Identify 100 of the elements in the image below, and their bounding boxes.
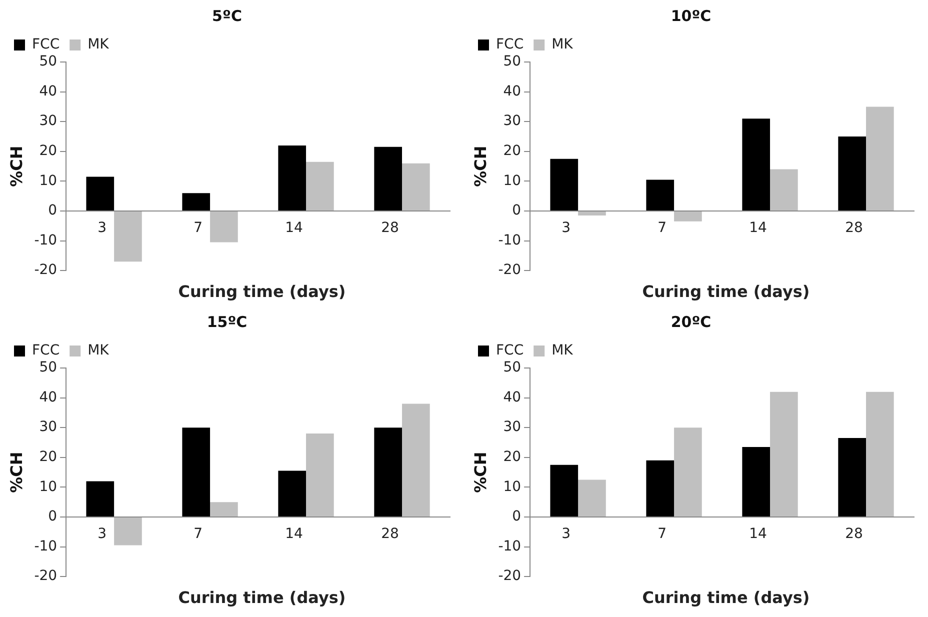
y-tick-label: 50 <box>503 54 522 70</box>
y-tick-label: 0 <box>48 202 58 219</box>
y-axis-title: %CH <box>6 452 26 493</box>
y-tick-label: 20 <box>39 449 58 466</box>
x-tick-label: 7 <box>194 220 202 236</box>
legend-label: FCC <box>496 36 524 53</box>
legend-label: MK <box>88 36 110 53</box>
bar <box>182 193 210 210</box>
bar <box>306 434 334 516</box>
bar <box>374 428 402 516</box>
bar <box>550 464 578 516</box>
y-tick-label: 30 <box>39 419 58 436</box>
x-tick-label: 14 <box>285 526 304 542</box>
x-tick-label: 28 <box>845 220 863 236</box>
y-tick-label: 40 <box>503 83 522 100</box>
legend-label: FCC <box>32 342 60 359</box>
chart-title: 10ºC <box>670 6 712 25</box>
x-tick-label: 7 <box>194 526 202 542</box>
bar <box>210 502 238 516</box>
y-tick-label: 10 <box>503 478 522 495</box>
bar <box>114 518 142 546</box>
y-axis-title: %CH <box>470 146 490 187</box>
y-tick-label: -20 <box>498 262 522 278</box>
bar <box>86 176 114 210</box>
legend-label: MK <box>552 342 574 359</box>
y-tick-label: 40 <box>39 83 58 100</box>
bar <box>374 146 402 210</box>
bar <box>278 470 306 516</box>
y-tick-label: -10 <box>498 232 522 248</box>
bar <box>550 158 578 210</box>
bar <box>306 162 334 210</box>
x-tick-label: 3 <box>98 526 107 542</box>
legend-label: FCC <box>32 36 60 53</box>
x-tick-label: 28 <box>381 526 399 542</box>
y-tick-label: 50 <box>39 360 58 376</box>
y-tick-label: 10 <box>39 478 58 495</box>
bar <box>86 481 114 516</box>
y-tick-label: 30 <box>503 113 522 130</box>
x-tick-label: 14 <box>285 220 304 236</box>
y-tick-label: 0 <box>512 508 522 525</box>
chart-title: 15ºC <box>206 312 248 331</box>
bar <box>210 212 238 242</box>
bar <box>742 118 770 210</box>
y-tick-label: 50 <box>503 360 522 376</box>
bar <box>182 428 210 516</box>
y-tick-label: -10 <box>34 232 58 248</box>
y-tick-label: 20 <box>503 143 522 160</box>
bar <box>770 392 798 516</box>
x-tick-label: 14 <box>749 220 768 236</box>
chart-title: 5ºC <box>212 6 242 25</box>
x-tick-label: 14 <box>749 526 768 542</box>
y-tick-label: 50 <box>39 54 58 70</box>
x-axis-title: Curing time (days) <box>177 282 347 301</box>
y-tick-label: 0 <box>512 202 522 219</box>
bar <box>402 404 430 516</box>
x-tick-label: 7 <box>658 526 666 542</box>
y-tick-label: 30 <box>39 113 58 130</box>
x-tick-label: 7 <box>658 220 666 236</box>
bar <box>646 460 674 516</box>
y-tick-label: -10 <box>34 538 58 554</box>
y-tick-label: 10 <box>39 172 58 189</box>
y-tick-label: -20 <box>34 568 58 584</box>
bar <box>742 446 770 516</box>
x-tick-label: 28 <box>381 220 399 236</box>
x-axis-title: Curing time (days) <box>641 588 811 607</box>
legend-label: MK <box>88 342 110 359</box>
bar <box>578 480 606 516</box>
x-tick-label: 28 <box>845 526 863 542</box>
bar <box>838 136 866 210</box>
y-tick-label: -10 <box>498 538 522 554</box>
legend-label: FCC <box>496 342 524 359</box>
x-tick-label: 3 <box>98 220 107 236</box>
y-tick-label: 40 <box>39 389 58 406</box>
y-tick-label: -20 <box>498 568 522 584</box>
y-tick-label: -20 <box>34 262 58 278</box>
y-tick-label: 10 <box>503 172 522 189</box>
x-tick-label: 3 <box>562 220 571 236</box>
bar <box>838 438 866 516</box>
y-tick-label: 30 <box>503 419 522 436</box>
bar <box>646 180 674 210</box>
y-axis-title: %CH <box>6 146 26 187</box>
y-axis-title: %CH <box>470 452 490 493</box>
legend-label: MK <box>552 36 574 53</box>
x-axis-title: Curing time (days) <box>641 282 811 301</box>
bar <box>114 212 142 262</box>
bar <box>402 163 430 210</box>
bar <box>866 106 894 210</box>
y-tick-label: 20 <box>503 449 522 466</box>
x-tick-label: 3 <box>562 526 571 542</box>
x-axis-title: Curing time (days) <box>177 588 347 607</box>
bar <box>770 169 798 210</box>
chart-title: 20ºC <box>670 312 712 331</box>
bar <box>278 145 306 210</box>
y-tick-label: 0 <box>48 508 58 525</box>
bar <box>866 392 894 516</box>
y-tick-label: 40 <box>503 389 522 406</box>
bar <box>674 428 702 516</box>
bar <box>674 212 702 222</box>
y-tick-label: 20 <box>39 143 58 160</box>
bar <box>578 212 606 216</box>
